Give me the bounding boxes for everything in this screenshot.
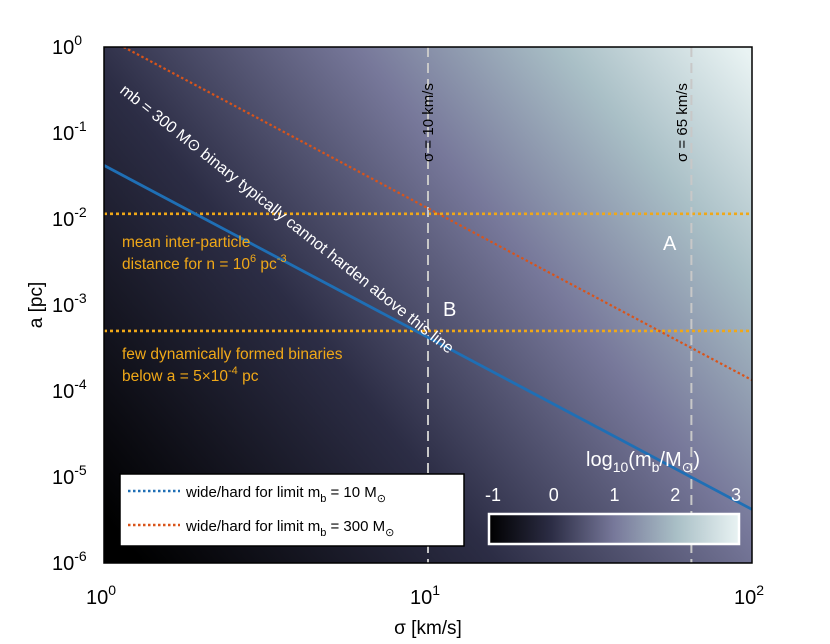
colorbar-label-sub10: 10: [613, 459, 629, 475]
legend-mb300-text: wide/hard for limit m: [185, 518, 320, 535]
legend-mb300-sub-b: b: [320, 527, 326, 539]
y-tick-base: 10: [52, 37, 74, 59]
y-tick-exponent: -2: [74, 204, 87, 220]
plot-frame: [103, 46, 753, 564]
y-tick-base: 10: [52, 209, 74, 231]
colorbar-tick-label: 3: [731, 485, 741, 505]
colorbar-tick-label: 1: [609, 485, 619, 505]
y-tick-label: 10-2: [52, 204, 87, 231]
y-tick-exponent: -5: [74, 462, 87, 478]
x-tick-base: 10: [410, 587, 432, 609]
y-tick-exponent: -6: [74, 548, 87, 564]
y-tick-label: 100: [52, 32, 82, 59]
y-tick-exponent: -3: [74, 290, 87, 306]
y-tick-base: 10: [52, 381, 74, 403]
vline-label-sigma-65: σ = 65 km/s: [674, 83, 691, 162]
vline-label-sigma-10: σ = 10 km/s: [420, 83, 437, 162]
annotation-few-binaries-line1: few dynamically formed binaries: [122, 346, 343, 363]
x-axis-ticks: 100 101 102: [86, 582, 764, 609]
legend: wide/hard for limit mb = 10 M⊙ wide/hard…: [119, 473, 465, 547]
x-tick-base: 10: [86, 587, 108, 609]
colorbar: [487, 512, 741, 546]
legend-mb10-sun: ⊙: [377, 493, 386, 505]
x-tick-label: 102: [734, 582, 764, 609]
series-line-mb10: [104, 164, 752, 511]
legend-mb10-value: = 10 M: [326, 484, 376, 501]
series-line-mb300: [123, 47, 752, 382]
colorbar-label-close: ): [693, 449, 700, 471]
annotation-few-binaries-line2: below a = 5×10-4 pc: [122, 365, 259, 385]
x-tick-exponent: 1: [432, 582, 440, 598]
colorbar-tick-label: 2: [670, 485, 680, 505]
x-tick-label: 101: [410, 582, 440, 609]
annotation-mean-interparticle-line2: distance for n = 106 pc-3: [122, 253, 287, 273]
colorbar-label-slash: /M: [659, 449, 681, 471]
x-tick-exponent: 2: [756, 582, 764, 598]
legend-mb10-text: wide/hard for limit m: [185, 484, 320, 501]
y-tick-label: 10-5: [52, 462, 87, 489]
y-tick-exponent: -1: [74, 118, 87, 134]
colorbar-label-sub-b: b: [652, 459, 660, 475]
legend-mb10-sub-b: b: [320, 493, 326, 505]
y-tick-base: 10: [52, 123, 74, 145]
colorbar-tick-label: 0: [549, 485, 559, 505]
x-tick-exponent: 0: [108, 582, 116, 598]
legend-mb300-value: = 300 M: [326, 518, 385, 535]
legend-entry-mb10: wide/hard for limit mb = 10 M⊙: [185, 484, 386, 505]
y-tick-label: 10-3: [52, 290, 87, 317]
annotation-line2-unit: pc: [256, 256, 277, 273]
annotation-mean-interparticle-line1: mean inter-particle: [122, 234, 250, 251]
colorbar-label: log10(mb/M⊙): [586, 449, 700, 475]
annotation-line2-unit-exp: -3: [277, 253, 287, 265]
annotation-line2-text: distance for n = 10: [122, 256, 250, 273]
y-tick-base: 10: [52, 295, 74, 317]
y-tick-label: 10-6: [52, 548, 87, 575]
colorbar-label-open: (m: [628, 449, 651, 471]
legend-mb300-sun: ⊙: [385, 527, 394, 539]
colorbar-label-sun: ⊙: [682, 459, 694, 475]
y-tick-label: 10-4: [52, 376, 87, 403]
legend-box: [119, 473, 465, 547]
y-tick-base: 10: [52, 553, 74, 575]
x-tick-label: 100: [86, 582, 116, 609]
annotation-line2-exp: -4: [228, 365, 238, 377]
x-tick-base: 10: [734, 587, 756, 609]
point-label-B: B: [443, 299, 456, 321]
y-tick-exponent: 0: [74, 32, 82, 48]
y-tick-exponent: -4: [74, 376, 87, 392]
colorbar-label-log: log: [586, 449, 613, 471]
annotation-line2-unit: pc: [238, 368, 259, 385]
colorbar-tick-label: -1: [485, 485, 501, 505]
annotation-line2-exp: 6: [250, 253, 256, 265]
y-axis-label: a [pc]: [26, 282, 47, 328]
y-tick-label: 10-1: [52, 118, 87, 145]
legend-entry-mb300: wide/hard for limit mb = 300 M⊙: [185, 518, 394, 539]
y-tick-base: 10: [52, 467, 74, 489]
point-label-A: A: [663, 233, 677, 255]
x-axis-label: σ [km/s]: [394, 618, 462, 639]
annotation-line2-text: below a = 5×10: [122, 368, 228, 385]
